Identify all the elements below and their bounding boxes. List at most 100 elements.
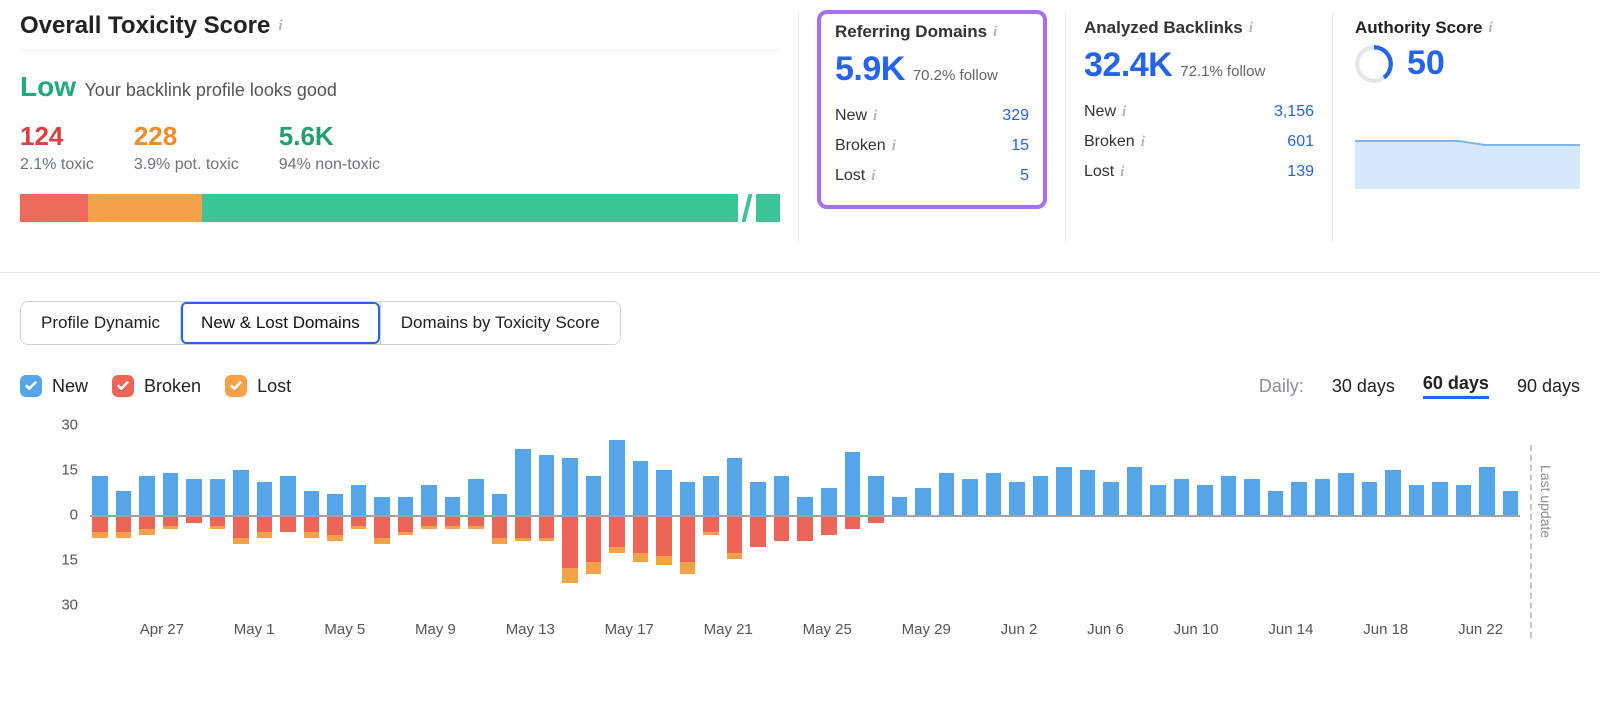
bar-column[interactable] <box>490 425 510 605</box>
bar-column[interactable] <box>396 425 416 605</box>
stat-row[interactable]: Broken i 15 <box>835 131 1029 161</box>
info-icon[interactable]: i <box>1141 135 1145 150</box>
stat-row[interactable]: New i 329 <box>835 101 1029 131</box>
stat-row[interactable]: Broken i 601 <box>1084 127 1314 157</box>
bar-column[interactable] <box>114 425 134 605</box>
authority-score-value[interactable]: 50 <box>1407 44 1445 83</box>
bar-column[interactable] <box>349 425 369 605</box>
info-icon[interactable]: i <box>873 109 877 124</box>
bar-column[interactable] <box>913 425 933 605</box>
bar-column[interactable] <box>866 425 886 605</box>
bar-column[interactable] <box>1336 425 1356 605</box>
stat-row-value[interactable]: 139 <box>1264 163 1314 181</box>
bar-column[interactable] <box>1430 425 1450 605</box>
checkbox-icon[interactable] <box>20 375 42 397</box>
bar-column[interactable] <box>1477 425 1497 605</box>
bar-column[interactable] <box>631 425 651 605</box>
tab-new-lost-domains[interactable]: New & Lost Domains <box>180 302 380 344</box>
bar-column[interactable] <box>1195 425 1215 605</box>
x-tick-label: Jun 6 <box>1087 621 1124 638</box>
legend-item-new[interactable]: New <box>20 375 88 397</box>
bar-column[interactable] <box>772 425 792 605</box>
info-icon[interactable]: i <box>1489 21 1493 36</box>
bar-column[interactable] <box>90 425 110 605</box>
stat-row-value[interactable]: 601 <box>1264 133 1314 151</box>
bar-column[interactable] <box>795 425 815 605</box>
bar-column[interactable] <box>1219 425 1239 605</box>
bar-column[interactable] <box>537 425 557 605</box>
bar-column[interactable] <box>1078 425 1098 605</box>
checkbox-icon[interactable] <box>225 375 247 397</box>
bar-column[interactable] <box>1360 425 1380 605</box>
referring-domains-value[interactable]: 5.9K <box>835 50 905 89</box>
bar-column[interactable] <box>607 425 627 605</box>
bar-column[interactable] <box>1501 425 1521 605</box>
bar-column[interactable] <box>1454 425 1474 605</box>
bar-column[interactable] <box>560 425 580 605</box>
bar-column[interactable] <box>960 425 980 605</box>
bar-column[interactable] <box>513 425 533 605</box>
range-option-90-days[interactable]: 90 days <box>1517 376 1580 397</box>
bar-column[interactable] <box>372 425 392 605</box>
bar-column[interactable] <box>1148 425 1168 605</box>
legend-item-lost[interactable]: Lost <box>225 375 291 397</box>
info-icon[interactable]: i <box>871 169 875 184</box>
bar-column[interactable] <box>748 425 768 605</box>
info-icon[interactable]: i <box>1249 21 1253 36</box>
bar-column[interactable] <box>231 425 251 605</box>
stat-row[interactable]: Lost i 5 <box>835 161 1029 191</box>
bar-column[interactable] <box>1242 425 1262 605</box>
bar-column[interactable] <box>843 425 863 605</box>
bar-column[interactable] <box>302 425 322 605</box>
bar-column[interactable] <box>937 425 957 605</box>
bar-column[interactable] <box>890 425 910 605</box>
bar-column[interactable] <box>1266 425 1286 605</box>
bar-column[interactable] <box>1054 425 1074 605</box>
info-icon[interactable]: i <box>892 139 896 154</box>
bar-column[interactable] <box>1101 425 1121 605</box>
bar-column[interactable] <box>819 425 839 605</box>
tab-profile-dynamic[interactable]: Profile Dynamic <box>21 302 180 344</box>
legend-item-broken[interactable]: Broken <box>112 375 201 397</box>
bar-column[interactable] <box>443 425 463 605</box>
bar-column[interactable] <box>1313 425 1333 605</box>
stat-row-value[interactable]: 5 <box>979 167 1029 185</box>
highlight-box: Referring Domains i 5.9K 70.2% follow Ne… <box>817 10 1047 209</box>
bar-column[interactable] <box>701 425 721 605</box>
stat-row-value[interactable]: 329 <box>979 107 1029 125</box>
tab-domains-by-toxicity-score[interactable]: Domains by Toxicity Score <box>380 302 620 344</box>
stat-row-value[interactable]: 15 <box>979 137 1029 155</box>
info-icon[interactable]: i <box>278 19 282 34</box>
bar-column[interactable] <box>584 425 604 605</box>
info-icon[interactable]: i <box>1120 165 1124 180</box>
checkbox-icon[interactable] <box>112 375 134 397</box>
bar-column[interactable] <box>1007 425 1027 605</box>
bar-column[interactable] <box>466 425 486 605</box>
info-icon[interactable]: i <box>993 25 997 40</box>
bar-column[interactable] <box>678 425 698 605</box>
bar-column[interactable] <box>654 425 674 605</box>
bar-column[interactable] <box>984 425 1004 605</box>
stat-row[interactable]: Lost i 139 <box>1084 157 1314 187</box>
bar-column[interactable] <box>137 425 157 605</box>
bar-column[interactable] <box>1172 425 1192 605</box>
stat-row[interactable]: New i 3,156 <box>1084 97 1314 127</box>
range-option-30-days[interactable]: 30 days <box>1332 376 1395 397</box>
analyzed-backlinks-value[interactable]: 32.4K <box>1084 46 1172 85</box>
bar-column[interactable] <box>1289 425 1309 605</box>
bar-column[interactable] <box>419 425 439 605</box>
bar-column[interactable] <box>1125 425 1145 605</box>
bar-column[interactable] <box>208 425 228 605</box>
bar-column[interactable] <box>184 425 204 605</box>
bar-column[interactable] <box>1407 425 1427 605</box>
bar-column[interactable] <box>725 425 745 605</box>
bar-column[interactable] <box>255 425 275 605</box>
bar-column[interactable] <box>161 425 181 605</box>
range-option-60-days[interactable]: 60 days <box>1423 373 1489 399</box>
bar-column[interactable] <box>278 425 298 605</box>
bar-column[interactable] <box>325 425 345 605</box>
info-icon[interactable]: i <box>1122 105 1126 120</box>
bar-column[interactable] <box>1383 425 1403 605</box>
bar-column[interactable] <box>1031 425 1051 605</box>
stat-row-value[interactable]: 3,156 <box>1264 103 1314 121</box>
